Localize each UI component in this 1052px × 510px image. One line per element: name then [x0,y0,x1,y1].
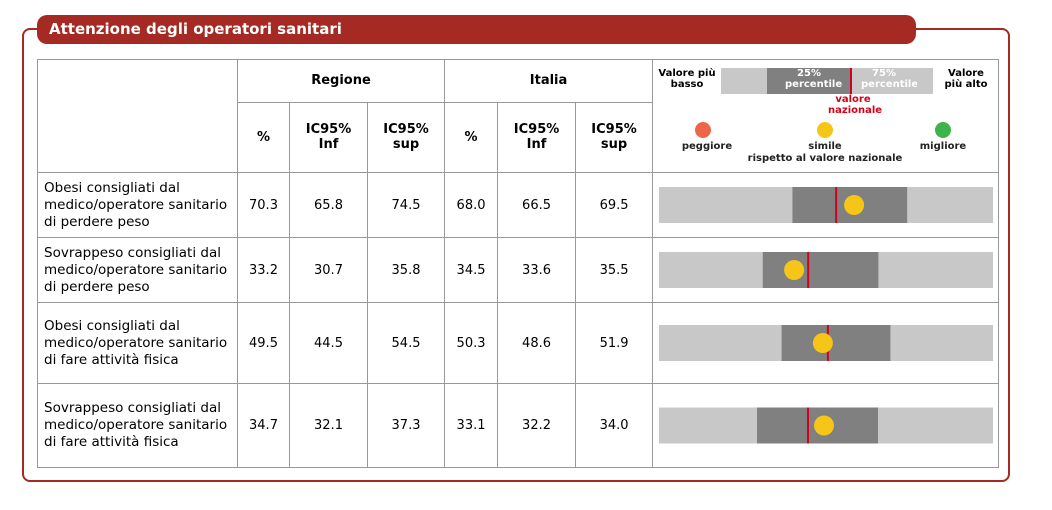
region-dot [812,333,833,353]
row-label: Obesi consigliati dal medico/operatore s… [37,172,238,238]
row: Sovrappeso consigliati dal medico/operat… [37,237,1000,303]
legend-box [767,68,852,94]
cell: 32.1 [289,383,368,468]
graphic-cell [652,172,1000,238]
row-label: Obesi consigliati dal medico/operatore s… [37,302,238,384]
row-label: Sovrappeso consigliati dal medico/operat… [37,383,238,468]
cell: 49.5 [237,302,290,384]
cell: 30.7 [289,237,368,303]
cell: 54.5 [366,302,446,384]
legend-text: Valore più alto [944,68,988,90]
cell: 74.5 [366,172,446,238]
legend-label: valore nazionale [828,94,883,116]
column-header: IC95% Inf [289,101,368,173]
cell: 66.5 [497,172,577,238]
cell: 68.0 [444,172,499,238]
graphic [659,407,994,444]
column-header: IC95% sup [366,101,446,173]
cell: 32.2 [497,383,577,468]
cell: 51.9 [575,302,654,384]
cell: 50.3 [444,302,499,384]
cell: 44.5 [289,302,368,384]
table: Regione Italia Valore più basso Valore p… [37,59,1000,468]
cell: 33.6 [497,237,577,303]
cell: 37.3 [366,383,446,468]
row-label: Sovrappeso consigliati dal medico/operat… [37,237,238,303]
legend-text: peggiore [682,141,732,152]
row: Obesi consigliati dal medico/operatore s… [37,302,1000,384]
empty-header [37,59,238,173]
graphic-cell [652,302,1000,384]
group-header: Regione [236,59,446,103]
cell: 34.5 [444,237,499,303]
group-header: Italia [444,59,654,103]
title: Attenzione degli operatori sanitari [37,15,916,44]
cell: 34.7 [237,383,290,468]
legend-text: simile [808,141,842,152]
graphic [659,325,994,361]
region-dot [814,415,835,436]
legend-text: valore nazionale [828,94,883,116]
cell: 65.8 [289,172,368,238]
column-header: % [444,101,499,173]
row: Obesi consigliati dal medico/operatore s… [37,172,1000,238]
legend-text: 25% percentile [785,68,843,90]
legend-text: migliore [920,141,967,152]
legend-label: 25% percentile [785,68,843,90]
cell: 35.8 [366,237,446,303]
cell: 34.0 [575,383,654,468]
row: Sovrappeso consigliati dal medico/operat… [37,383,1000,468]
region-dot [784,260,805,280]
iqr-box [781,325,891,361]
legend-label: 75% percentile [861,68,918,90]
cell: 33.2 [237,237,290,303]
cell: 69.5 [575,172,654,238]
iqr-box [762,252,879,288]
legend-label: Valore più alto [944,68,988,90]
legend-text: Valore più basso [658,68,716,90]
table-body: Obesi consigliati dal medico/operatore s… [37,172,1000,468]
legend-cell: Valore più basso Valore più alto 25% per… [652,59,1000,173]
cell: 70.3 [237,172,290,238]
cell: 33.1 [444,383,499,468]
cell: 48.6 [497,302,577,384]
legend: Valore più basso Valore più alto 25% per… [658,68,988,164]
column-header: IC95% sup [575,101,654,173]
column-header: IC95% Inf [497,101,577,173]
cell: 35.5 [575,237,654,303]
legend-dot [817,122,834,138]
graphic [659,252,994,288]
graphic-cell [652,237,1000,303]
graphic [659,187,994,223]
legend-text: rispetto al valore nazionale [748,153,903,164]
region-dot [844,195,865,215]
column-header: % [237,101,290,173]
legend-text: 75% percentile [861,68,918,90]
legend-label: Valore più basso [658,68,716,90]
legend-dot [695,122,712,138]
legend-dot [935,122,952,138]
graphic-cell [652,383,1000,468]
